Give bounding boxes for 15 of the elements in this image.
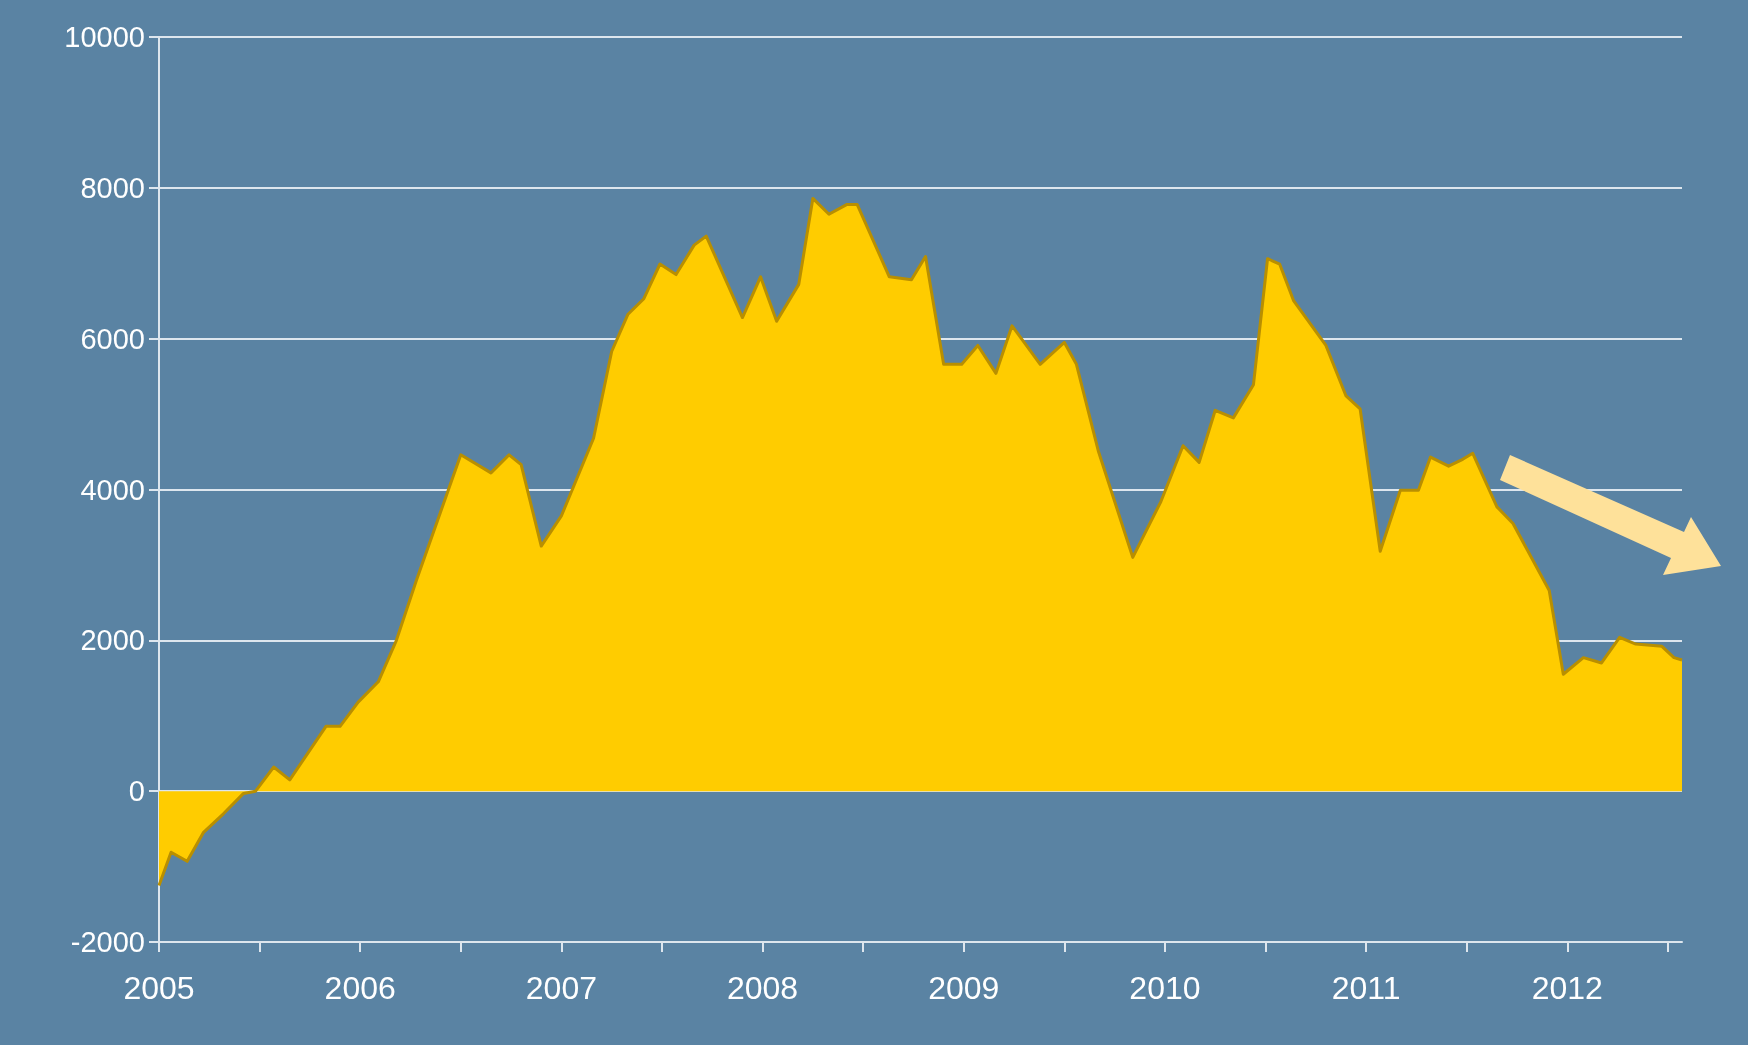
y-tick-label: 0 — [128, 775, 145, 808]
x-tick-label: 2005 — [123, 970, 195, 1006]
x-tick-label: 2008 — [726, 970, 799, 1006]
x-tick-label: 2006 — [324, 970, 396, 1006]
y-tick-label: 6000 — [80, 322, 145, 355]
x-tick-label: 2007 — [525, 970, 597, 1006]
x-tick-label: 2011 — [1331, 970, 1401, 1006]
y-tick-label: 8000 — [80, 171, 145, 204]
y-tick-label: 10000 — [64, 21, 145, 53]
x-tick-label: 2012 — [1531, 970, 1603, 1006]
y-tick-label: 2000 — [80, 624, 145, 657]
x-tick-label: 2010 — [1129, 970, 1201, 1006]
y-tick-label: -2000 — [70, 926, 145, 958]
x-tick-label: 2009 — [928, 970, 1000, 1006]
y-tick-label: 4000 — [80, 473, 145, 506]
